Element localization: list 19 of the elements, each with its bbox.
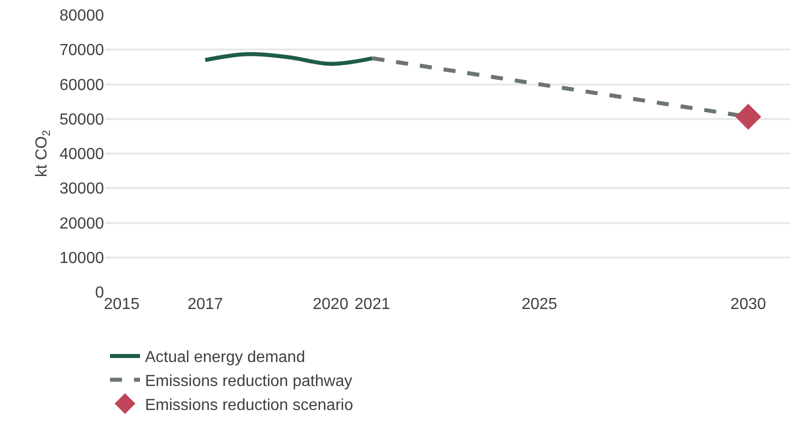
legend-label: Emissions reduction pathway [145, 373, 352, 390]
x-tick-label: 2030 [730, 296, 766, 313]
line-series [203, 52, 374, 66]
x-tick-label: 2025 [522, 296, 558, 313]
y-tick-label: 70000 [60, 42, 104, 60]
y-tick-label: 50000 [60, 111, 104, 128]
y-tick-label: 20000 [60, 215, 104, 232]
y-tick-label: 30000 [60, 180, 104, 198]
y-tick-label: 0 [95, 284, 104, 302]
x-tick-label: 2021 [354, 296, 390, 313]
y-tick-label: 60000 [60, 76, 104, 94]
y-tick-label: 40000 [60, 146, 104, 164]
legend-label: Emissions reduction scenario [145, 396, 354, 414]
x-tick-label: 2020 [312, 296, 348, 313]
y-tick-label: 80000 [60, 8, 104, 25]
x-tick-label: 2015 [104, 296, 140, 313]
x-tick-label: 2017 [187, 296, 224, 313]
y-tick-label: 10000 [60, 250, 104, 267]
legend-label: Actual energy demand [145, 349, 306, 366]
